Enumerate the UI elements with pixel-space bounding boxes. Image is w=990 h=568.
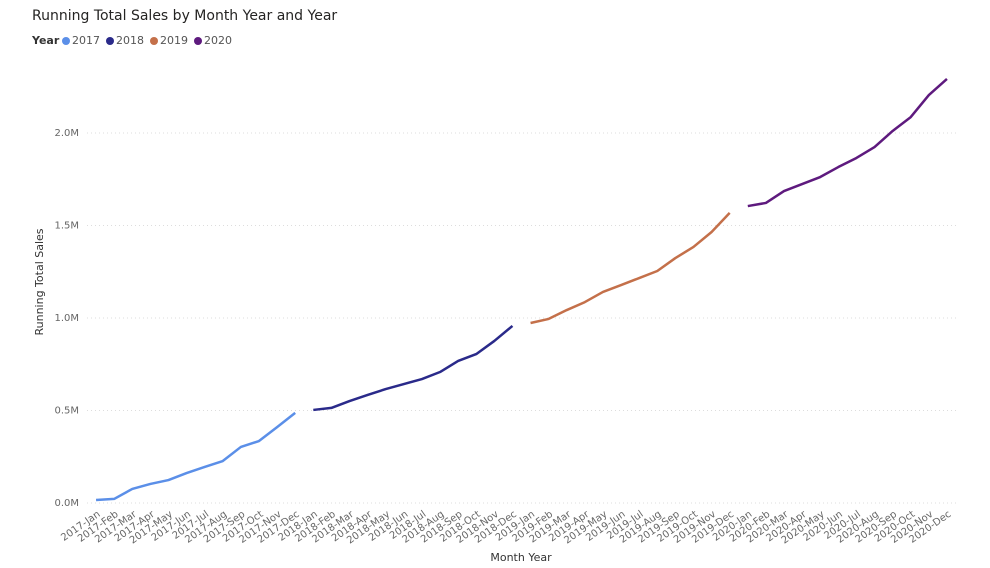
legend-label: 2018 [116,34,144,47]
x-axis-title: Month Year [490,551,552,564]
y-tick-label: 1.0M [54,313,79,324]
line [530,212,731,325]
line [747,78,948,208]
line [95,411,296,502]
legend-title: Year [31,34,60,47]
legend-marker [106,37,114,45]
chart-title: Running Total Sales by Month Year and Ye… [32,8,337,24]
legend-marker [194,37,202,45]
legend-label: 2020 [204,34,232,47]
y-axis-title: Running Total Sales [33,228,46,335]
y-tick-label: 0.5M [54,406,79,417]
y-tick-label: 0.0M [54,498,79,509]
legend-marker [62,37,70,45]
legend-label: 2019 [160,34,188,47]
line [313,324,514,412]
legend-marker [150,37,158,45]
legend-label: 2017 [72,34,100,47]
y-tick-label: 2.0M [54,128,79,139]
y-tick-label: 1.5M [54,221,79,232]
